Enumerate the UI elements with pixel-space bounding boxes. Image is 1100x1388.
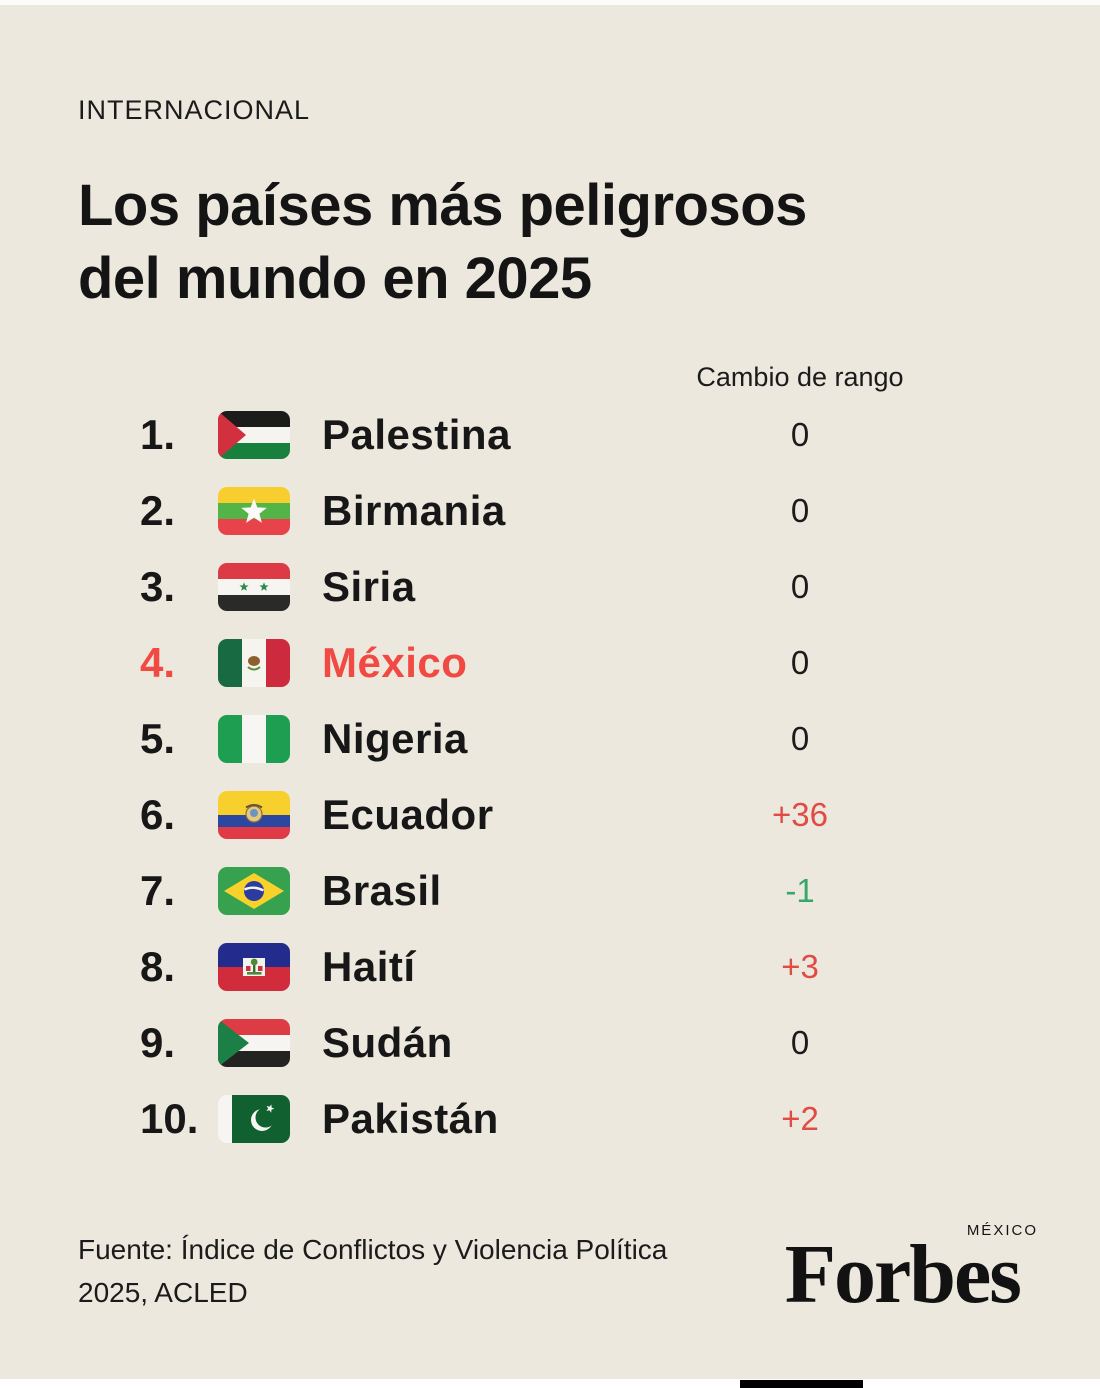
rank-change-value: +3 [781,948,819,985]
ecuador-flag-icon [218,791,290,839]
title-line-1: Los países más peligrosos [78,173,807,238]
rank-number: 4. [140,639,176,686]
rank-change-value: 0 [790,568,810,605]
rank-change-value: 0 [790,720,810,757]
country-name: Birmania [322,487,506,534]
palestine-flag-icon [218,411,290,459]
rank-number: 3. [140,563,176,610]
brazil-flag-icon [218,867,290,915]
country-row: 8. Haití +3 [0,929,1100,1005]
source-text: Fuente: Índice de Conflictos y Violencia… [78,1228,667,1315]
nigeria-flag-icon [218,715,290,763]
country-name: Haití [322,943,416,990]
rank-change-value: -1 [785,872,815,909]
forbes-logo-block: MÉXICO Forbes [784,1222,1036,1321]
rank-change-value: +36 [772,796,828,833]
country-name: Palestina [322,411,511,458]
syria-flag-icon [218,563,290,611]
rank-number: 8. [140,943,176,990]
country-row: 9. Sudán 0 [0,1005,1100,1081]
sudan-flag-icon [218,1019,290,1067]
country-row: 4. México 0 [0,625,1100,701]
rank-change-value: 0 [790,416,810,453]
country-row: 7. Brasil -1 [0,853,1100,929]
country-name: Brasil [322,867,442,914]
top-edge-strip [0,0,1100,5]
bottom-edge-strip [0,1379,1100,1388]
country-name: Ecuador [322,791,494,838]
rank-change-value: 0 [790,492,810,529]
country-row: 3. Siria 0 [0,549,1100,625]
country-name: Siria [322,563,416,610]
source-line-1: Fuente: Índice de Conflictos y Violencia… [78,1234,668,1265]
video-progress-bar[interactable] [740,1380,863,1388]
country-name: Nigeria [322,715,468,762]
rank-change-value: 0 [790,1024,810,1061]
haiti-flag-icon [218,943,290,991]
country-row: 6. Ecuador +36 [0,777,1100,853]
rank-number: 9. [140,1019,176,1066]
myanmar-flag-icon [218,487,290,535]
country-name: Sudán [322,1019,453,1066]
forbes-logo: Forbes [784,1228,1022,1321]
page-title: Los países más peligrosos del mundo en 2… [78,170,807,315]
rank-number: 10. [140,1095,199,1142]
rank-number: 1. [140,411,176,458]
source-line-2: 2025, ACLED [78,1277,248,1309]
rank-change-value: +2 [781,1100,819,1137]
rank-change-value: 0 [790,644,810,681]
country-row: 1. Palestina 0 [0,397,1100,473]
change-column-header: Cambio de rango [696,362,904,392]
rank-number: 5. [140,715,176,762]
country-row: 5. Nigeria 0 [0,701,1100,777]
kicker: INTERNACIONAL [78,95,311,125]
pakistan-flag-icon [218,1095,290,1143]
mexico-flag-icon [218,639,290,687]
country-name: Pakistán [322,1095,499,1142]
title-line-2: del mundo en 2025 [78,245,592,311]
brand-region-label: MÉXICO [966,1222,1038,1239]
country-row: 10. Pakistán +2 [0,1081,1100,1157]
ranking-table: 1. Palestina 0 2. Birmania 0 3. Siria 0 4. México 0… [0,397,1100,1157]
country-name: México [322,639,468,686]
rank-number: 6. [140,791,176,838]
country-row: 2. Birmania 0 [0,473,1100,549]
rank-number: 2. [140,487,176,534]
rank-number: 7. [140,867,176,914]
